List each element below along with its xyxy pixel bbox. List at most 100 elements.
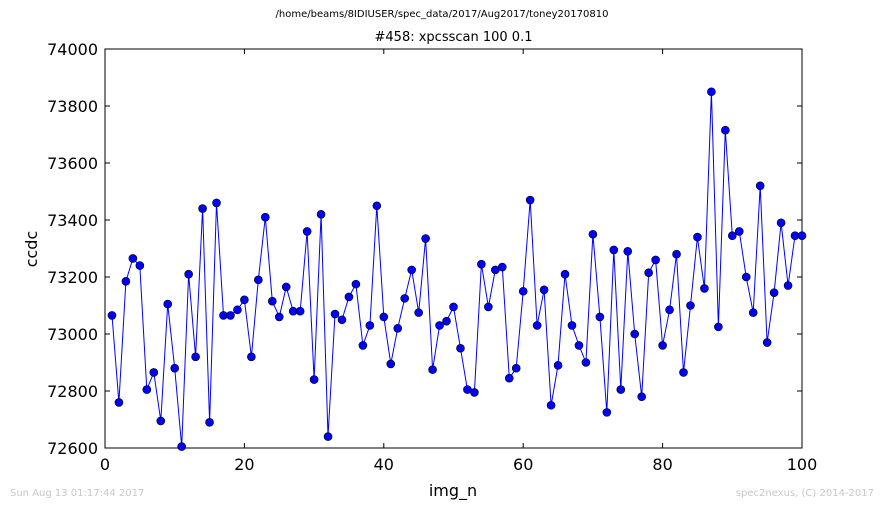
x-tick-label: 60	[513, 455, 533, 474]
plot-border	[104, 48, 803, 449]
data-point	[755, 181, 765, 191]
data-point	[727, 231, 737, 240]
data-point	[212, 198, 221, 208]
data-point	[379, 312, 389, 322]
data-point	[776, 218, 786, 228]
data-point	[135, 261, 145, 270]
x-tick-label: 40	[374, 455, 394, 474]
data-point	[233, 305, 242, 315]
plot-frame	[104, 48, 803, 449]
data-point	[407, 265, 416, 275]
data-point	[184, 269, 193, 279]
data-point	[323, 432, 333, 441]
data-point	[665, 305, 674, 315]
data-point	[679, 368, 688, 377]
x-axis-label: img_n	[429, 481, 477, 501]
data-point	[762, 338, 772, 347]
data-point	[295, 306, 305, 316]
data-point	[365, 321, 375, 330]
data-point	[358, 341, 368, 350]
data-point	[477, 259, 486, 269]
data-point	[560, 269, 570, 279]
data-point	[595, 312, 605, 322]
data-point	[616, 385, 626, 394]
data-point	[309, 375, 319, 384]
data-point	[435, 321, 444, 330]
data-point	[372, 201, 382, 211]
data-point	[721, 125, 730, 135]
data-point	[240, 295, 249, 305]
data-point	[748, 308, 758, 317]
series-ccdc	[107, 87, 807, 451]
data-point	[693, 232, 702, 242]
data-point	[274, 312, 284, 322]
data-point	[177, 442, 186, 451]
data-point	[400, 294, 410, 303]
data-point	[630, 329, 640, 339]
data-point	[414, 308, 423, 317]
data-point	[205, 418, 214, 427]
data-point	[700, 284, 709, 293]
y-tick-label: 73200	[47, 268, 98, 287]
data-point	[637, 392, 646, 402]
data-point	[281, 282, 291, 292]
y-tick-label: 72600	[47, 439, 98, 458]
data-point	[532, 321, 542, 330]
data-point	[344, 292, 354, 302]
y-tick-label: 72800	[47, 382, 98, 401]
data-point	[156, 416, 166, 426]
data-point	[351, 279, 361, 289]
data-point	[421, 234, 430, 243]
data-point	[707, 87, 716, 97]
data-point	[114, 398, 124, 407]
data-point	[442, 316, 451, 326]
data-point	[128, 254, 138, 263]
data-point	[302, 227, 312, 236]
data-point	[553, 361, 563, 370]
y-axis-ticks: 72600 72800 73000 73200 73400 73600 73800 74000	[47, 40, 802, 458]
data-point	[672, 249, 681, 259]
data-point	[393, 323, 403, 333]
data-point	[602, 408, 612, 417]
data-point	[546, 400, 556, 410]
data-point	[170, 363, 179, 373]
data-point	[658, 341, 667, 350]
y-tick-label: 74000	[47, 40, 98, 59]
data-point	[644, 268, 653, 278]
data-point	[651, 255, 660, 265]
x-tick-label: 80	[652, 455, 672, 474]
data-point	[121, 276, 131, 286]
footer-timestamp: Sun Aug 13 01:17:44 2017	[10, 488, 145, 499]
data-point	[734, 227, 744, 236]
data-point	[107, 311, 117, 320]
y-tick-label: 73600	[47, 154, 98, 173]
data-point	[741, 272, 751, 282]
data-point	[539, 285, 549, 295]
data-point	[797, 231, 807, 240]
x-tick-label: 20	[234, 455, 254, 474]
data-point	[504, 373, 514, 383]
data-point	[142, 385, 152, 394]
data-point	[226, 311, 235, 320]
data-point	[330, 309, 340, 319]
data-point	[783, 281, 793, 290]
y-tick-label: 73800	[47, 97, 98, 116]
data-point	[714, 322, 723, 332]
data-point	[588, 229, 598, 239]
data-point	[581, 358, 591, 367]
data-point	[261, 212, 270, 222]
x-tick-label: 0	[100, 455, 110, 474]
data-point	[267, 296, 277, 306]
x-tick-label: 100	[787, 455, 818, 474]
data-point	[163, 299, 173, 309]
data-point	[386, 359, 396, 369]
data-point	[254, 275, 263, 285]
chart-title: #458: xpcsscan 100 0.1	[374, 30, 533, 45]
data-point	[316, 210, 326, 219]
y-axis-label: ccdc	[22, 231, 41, 268]
data-point	[518, 286, 528, 296]
data-point	[449, 302, 458, 312]
footer-credit: spec2nexus, (C) 2014-2017	[735, 488, 874, 499]
data-point	[567, 321, 577, 330]
